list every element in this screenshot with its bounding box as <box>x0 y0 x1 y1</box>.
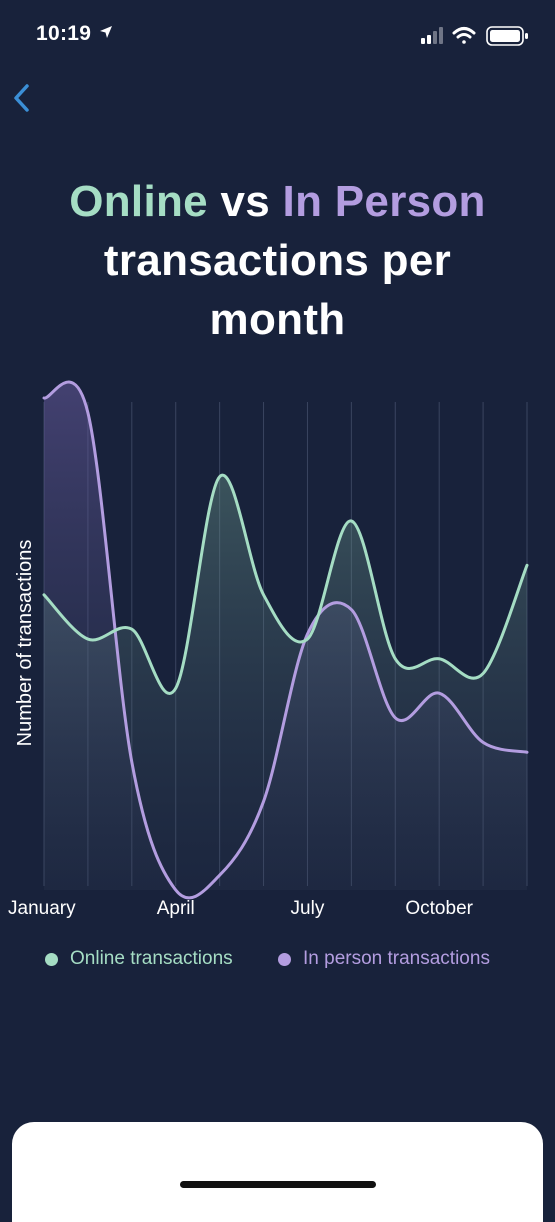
legend-dot-online <box>45 952 58 966</box>
location-arrow-icon <box>100 26 113 38</box>
status-icons <box>421 26 528 46</box>
in-person-series-line <box>42 380 529 900</box>
lines <box>42 380 529 900</box>
legend-label-online: Online transactions <box>70 948 233 969</box>
title-line-3: month <box>209 295 346 344</box>
title-line-2: transactions per <box>103 236 452 285</box>
back-button[interactable] <box>6 78 42 118</box>
battery-icon <box>486 26 528 46</box>
title-online: Online <box>69 177 208 226</box>
page-title: Online vs In Person transactions per mon… <box>0 172 555 349</box>
legend-item-online: Online transactions <box>45 948 233 970</box>
online-area <box>44 475 527 890</box>
wifi-icon <box>452 27 476 44</box>
title-vs: vs <box>220 177 271 226</box>
cellular-signal-icon <box>421 27 443 44</box>
chevron-left-icon <box>14 84 29 112</box>
status-bar: 10:19 <box>0 0 555 70</box>
x-tick-label: July <box>291 898 325 919</box>
x-tick-label: January <box>8 898 76 919</box>
areas <box>44 382 527 898</box>
tick-labels: January April July October <box>8 898 474 919</box>
online-series-line <box>42 473 529 695</box>
bottom-sheet[interactable] <box>12 1122 543 1222</box>
legend-label-in-person: In person transactions <box>303 948 490 969</box>
home-indicator[interactable] <box>180 1181 376 1188</box>
legend-dot-in-person <box>278 952 291 966</box>
chart-legend: Online transactions In person transactio… <box>0 948 555 980</box>
title-in-person: In Person <box>282 177 486 226</box>
y-axis-label: Number of transactions <box>14 540 36 747</box>
transactions-chart: January April July October Number of transa… <box>8 380 529 919</box>
x-tick-label: October <box>405 898 473 919</box>
status-time: 10:19 <box>36 22 113 46</box>
legend-item-in-person: In person transactions <box>278 948 490 970</box>
x-tick-label: April <box>157 898 195 919</box>
